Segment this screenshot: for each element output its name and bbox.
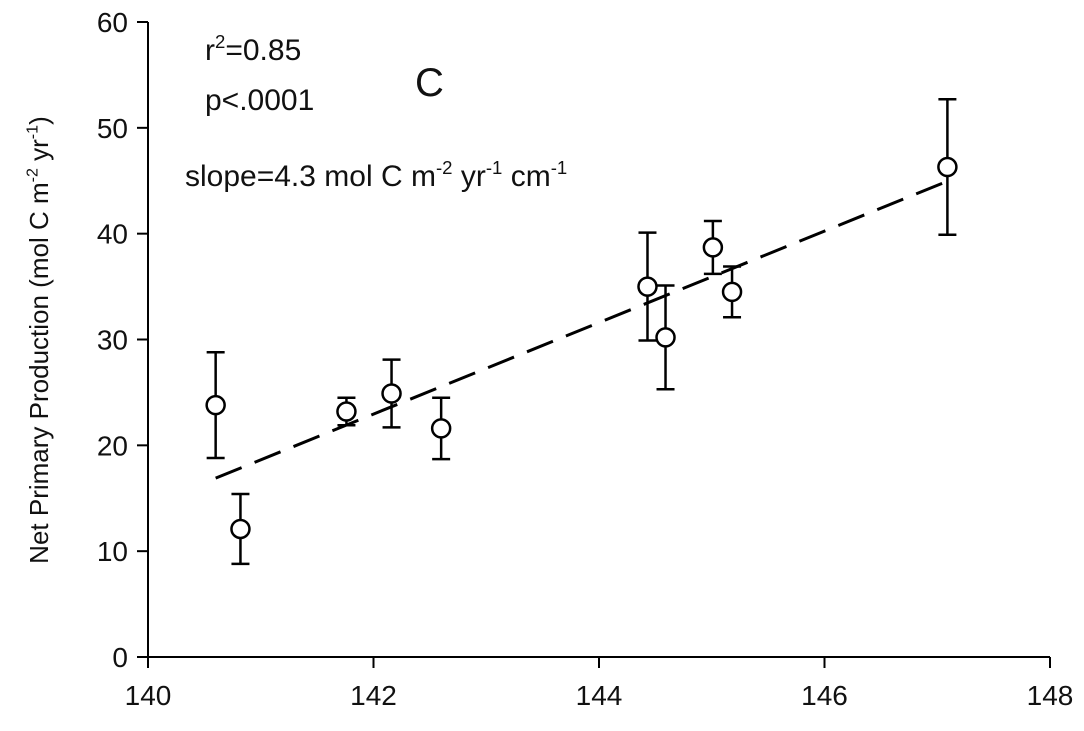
- panel-label: C: [415, 61, 444, 105]
- annotation: p<.0001: [205, 84, 314, 117]
- fit-line: [215, 179, 950, 480]
- y-tick-label: 20: [97, 430, 128, 461]
- text-run: yr: [453, 160, 486, 193]
- x-tick-label: 148: [1027, 680, 1074, 711]
- superscript: -1: [551, 157, 568, 178]
- superscript: -2: [24, 168, 42, 182]
- y-tick-label: 40: [97, 219, 128, 250]
- y-tick-label: 60: [97, 7, 128, 38]
- x-tick-label: 142: [350, 680, 397, 711]
- y-tick-label: 10: [97, 536, 128, 567]
- text-run: p<.0001: [205, 84, 314, 117]
- data-point: [336, 401, 357, 422]
- y-tick-label: 30: [97, 325, 128, 356]
- text-run: r: [205, 34, 215, 67]
- superscript: -1: [486, 157, 503, 178]
- x-tick-label: 140: [125, 680, 172, 711]
- superscript: -1: [24, 125, 42, 139]
- data-point: [637, 276, 658, 297]
- superscript: 2: [215, 31, 225, 52]
- text-run: yr: [24, 139, 54, 168]
- data-point: [702, 237, 724, 258]
- data-point: [721, 281, 743, 303]
- data-point: [205, 394, 226, 416]
- text-run: Net Primary Production (mol C m: [24, 182, 54, 563]
- text-run: ): [24, 116, 54, 125]
- annotation: slope=4.3 mol C m-2 yr-1 cm-1: [185, 157, 567, 193]
- x-tick-label: 146: [801, 680, 848, 711]
- data-point: [230, 518, 251, 540]
- text-run: slope=4.3 mol C m: [185, 160, 436, 193]
- superscript: -2: [436, 157, 453, 178]
- text-run: cm: [502, 160, 550, 193]
- annotation: r2=0.85: [205, 31, 301, 67]
- y-tick-label: 50: [97, 113, 128, 144]
- data-point: [655, 327, 676, 348]
- text-run: =0.85: [225, 34, 301, 67]
- data-point: [937, 156, 958, 178]
- data-point: [381, 383, 402, 404]
- y-axis-label: Net Primary Production (mol C m-2 yr-1): [24, 116, 54, 564]
- x-tick-label: 144: [576, 680, 623, 711]
- y-tick-label: 0: [112, 642, 128, 673]
- data-point: [430, 418, 452, 439]
